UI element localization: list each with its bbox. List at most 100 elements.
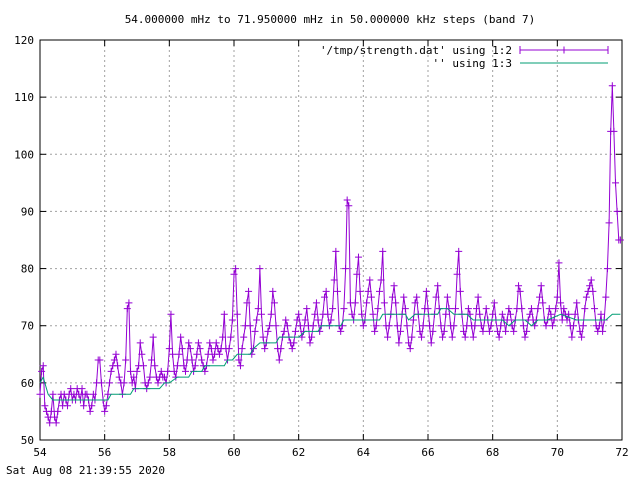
- data-point: [133, 367, 141, 375]
- data-point: [257, 310, 265, 318]
- data-point: [38, 367, 46, 375]
- data-point: [101, 407, 109, 415]
- data-point: [115, 373, 123, 381]
- data-point: [403, 322, 411, 330]
- data-point: [51, 413, 59, 421]
- data-point: [494, 327, 502, 335]
- data-point: [416, 327, 424, 335]
- data-point: [293, 316, 301, 324]
- data-point: [440, 327, 448, 335]
- data-point: [506, 310, 514, 318]
- data-point: [366, 276, 374, 284]
- data-point: [418, 333, 426, 341]
- y-tick-label: 120: [14, 34, 34, 47]
- data-point: [605, 219, 613, 227]
- data-point: [236, 362, 244, 370]
- data-point: [490, 299, 498, 307]
- data-point: [442, 310, 450, 318]
- data-point: [527, 305, 535, 313]
- data-point: [405, 339, 413, 347]
- data-point: [89, 390, 97, 398]
- data-point: [243, 299, 251, 307]
- series-line-1: [39, 308, 621, 401]
- data-point: [599, 327, 607, 335]
- data-point: [266, 322, 274, 330]
- data-point: [227, 333, 235, 341]
- data-point: [409, 316, 417, 324]
- data-point: [188, 356, 196, 364]
- data-point: [256, 265, 264, 273]
- data-point: [337, 327, 345, 335]
- data-point: [106, 379, 114, 387]
- data-point: [602, 293, 610, 301]
- data-point: [545, 305, 553, 313]
- data-point: [372, 322, 380, 330]
- data-point: [464, 305, 472, 313]
- data-point: [193, 350, 201, 358]
- data-point: [96, 356, 104, 364]
- data-point: [570, 322, 577, 330]
- data-point: [180, 362, 188, 370]
- data-point: [519, 322, 527, 330]
- data-point: [204, 350, 212, 358]
- data-point: [455, 247, 463, 255]
- data-point: [392, 299, 400, 307]
- data-point: [230, 270, 238, 278]
- data-point: [146, 373, 154, 381]
- y-tick-label: 110: [14, 91, 34, 104]
- data-point: [571, 310, 579, 318]
- data-point: [120, 379, 128, 387]
- data-point: [579, 322, 587, 330]
- data-point: [182, 367, 189, 375]
- data-point: [534, 305, 542, 313]
- data-point: [406, 345, 414, 353]
- data-point: [149, 333, 157, 341]
- data-point: [477, 322, 485, 330]
- data-point: [196, 345, 204, 353]
- data-point: [78, 385, 86, 393]
- data-point: [482, 305, 490, 313]
- data-point: [612, 179, 620, 187]
- data-point: [139, 362, 147, 370]
- data-point: [537, 282, 545, 290]
- data-point: [277, 345, 285, 353]
- data-point: [610, 127, 618, 135]
- data-point: [489, 310, 497, 318]
- data-point: [485, 327, 493, 335]
- data-point: [521, 333, 529, 341]
- data-point: [122, 356, 130, 364]
- data-point: [487, 322, 495, 330]
- data-point: [474, 293, 482, 301]
- data-point: [510, 327, 518, 335]
- data-point: [303, 305, 311, 313]
- series-0: [36, 82, 624, 427]
- data-point: [46, 419, 54, 427]
- data-point: [385, 322, 393, 330]
- data-point: [359, 322, 367, 330]
- x-tick-label: 56: [98, 446, 111, 459]
- data-point: [238, 345, 246, 353]
- data-point: [413, 293, 421, 301]
- data-point: [515, 282, 523, 290]
- data-point: [451, 305, 459, 313]
- data-point: [332, 247, 340, 255]
- data-point: [206, 339, 214, 347]
- data-point: [587, 276, 595, 284]
- data-point: [291, 327, 299, 335]
- data-point: [235, 356, 243, 364]
- data-point: [526, 310, 534, 318]
- data-point: [539, 299, 547, 307]
- data-point: [419, 322, 427, 330]
- chart-title: 54.000000 mHz to 71.950000 mHz in 50.000…: [125, 13, 536, 26]
- data-point: [552, 305, 560, 313]
- data-point: [185, 339, 193, 347]
- data-point: [411, 299, 419, 307]
- data-point: [178, 345, 186, 353]
- data-point: [148, 356, 156, 364]
- x-tick-label: 58: [163, 446, 176, 459]
- data-point: [207, 345, 215, 353]
- data-point: [460, 327, 468, 335]
- data-point: [312, 299, 320, 307]
- data-point: [215, 350, 223, 358]
